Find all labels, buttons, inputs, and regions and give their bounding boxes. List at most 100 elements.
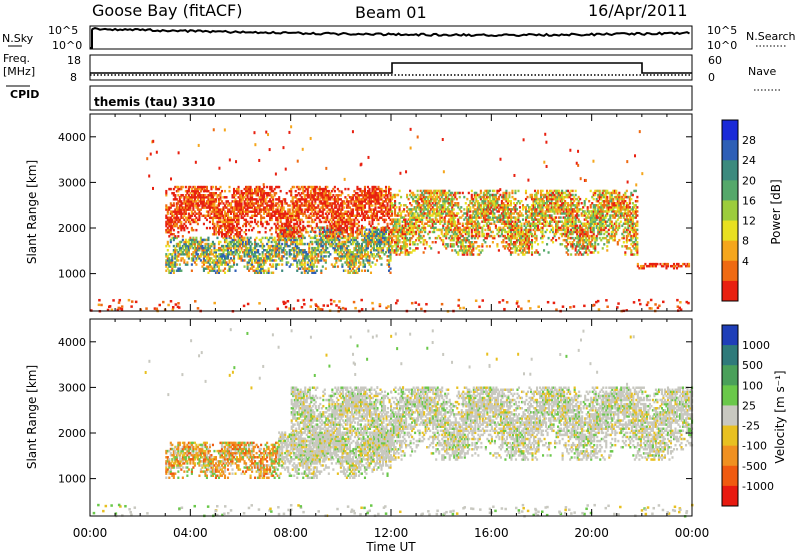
echo-cell <box>353 271 356 275</box>
echo-cell <box>369 253 373 256</box>
echo-cell <box>278 224 281 228</box>
echo-cell <box>196 244 199 248</box>
echo-cell <box>324 196 327 199</box>
echo-cell <box>318 214 321 218</box>
echo-cell <box>381 230 385 233</box>
echo-cell <box>315 198 318 201</box>
echo-cell <box>255 210 258 213</box>
echo-cell <box>344 187 347 191</box>
echo-cell <box>222 255 225 258</box>
echo-cell <box>365 257 368 260</box>
echo-cell <box>348 259 351 262</box>
echo-cell <box>366 185 370 189</box>
echo-cell <box>181 224 184 228</box>
echo-cell <box>279 244 282 248</box>
echo-cell <box>321 257 324 260</box>
echo-cell <box>254 187 257 191</box>
echo-cell <box>362 216 365 220</box>
echo-cell <box>326 198 329 201</box>
echo-cell <box>165 259 168 262</box>
echo-cell <box>324 202 327 205</box>
echo-cell <box>288 233 291 236</box>
echo-cell <box>341 242 344 246</box>
echo-cell <box>323 202 326 205</box>
echo-cell <box>254 210 257 213</box>
echo-cell <box>315 212 318 215</box>
echo-cell <box>311 210 314 213</box>
echo-cell <box>291 185 294 189</box>
echo-cell <box>371 232 374 236</box>
echo-cell <box>219 226 222 230</box>
echo-cell <box>284 242 287 246</box>
echo-cell <box>338 194 341 197</box>
echo-cell <box>223 206 227 209</box>
echo-cell <box>213 255 216 258</box>
echo-cell <box>234 212 237 215</box>
echo-cell <box>371 191 374 195</box>
echo-cell <box>302 253 305 256</box>
echo-cell <box>384 251 388 254</box>
echo-cell <box>335 224 338 228</box>
echo-cell <box>357 204 360 207</box>
echo-cell <box>216 230 219 234</box>
echo-cell <box>166 208 169 211</box>
echo-cell <box>338 212 341 215</box>
echo-cell <box>296 269 299 272</box>
echo-cell <box>192 242 195 246</box>
echo-cell <box>183 202 186 205</box>
echo-cell <box>300 253 303 256</box>
echo-cell <box>217 269 221 272</box>
echo-cell <box>232 238 236 242</box>
echo-cell <box>351 253 354 256</box>
echo-cell <box>257 255 260 258</box>
echo-cell <box>225 212 228 215</box>
echo-cell <box>368 240 371 244</box>
echo-cell <box>225 202 228 205</box>
echo-cell <box>180 257 183 260</box>
echo-cell <box>299 248 302 252</box>
echo-cell <box>389 267 392 270</box>
echo-cell <box>205 189 208 193</box>
echo-cell <box>254 191 257 195</box>
echo-cell <box>266 214 269 218</box>
echo-cell <box>353 224 356 228</box>
echo-cell <box>281 202 284 205</box>
echo-cell <box>205 251 208 254</box>
echo-cell <box>333 212 336 215</box>
echo-cell <box>249 187 252 191</box>
echo-cell <box>184 196 187 199</box>
echo-cell <box>228 267 231 270</box>
echo-cell <box>360 238 364 242</box>
echo-cell <box>306 187 309 191</box>
echo-cell <box>357 244 360 248</box>
echo-cell <box>327 198 330 201</box>
echo-cell <box>306 220 309 224</box>
echo-cell <box>243 202 246 205</box>
echo-cell <box>199 240 202 244</box>
echo-cell <box>257 187 260 191</box>
echo-cell <box>380 232 383 236</box>
echo-cell <box>260 204 263 207</box>
echo-cell <box>380 240 383 244</box>
echo-cell <box>231 228 234 232</box>
echo-cell <box>323 220 326 224</box>
echo-cell <box>371 187 374 191</box>
echo-cell <box>232 251 236 254</box>
echo-cell <box>165 265 168 268</box>
echo-cell <box>335 236 338 240</box>
echo-cell <box>275 263 278 266</box>
echo-cell <box>332 212 335 215</box>
echo-cell <box>299 226 302 230</box>
echo-cell <box>251 263 254 266</box>
echo-cell <box>258 230 261 234</box>
echo-cell <box>177 194 180 197</box>
echo-cell <box>384 226 388 229</box>
echo-cell <box>193 255 196 258</box>
echo-cell <box>493 220 496 223</box>
echo-cell <box>261 204 264 207</box>
echo-cell <box>235 200 239 203</box>
echo-cell <box>273 214 276 218</box>
echo-cell <box>201 202 204 205</box>
echo-cell <box>330 214 333 218</box>
echo-cell <box>363 226 367 229</box>
